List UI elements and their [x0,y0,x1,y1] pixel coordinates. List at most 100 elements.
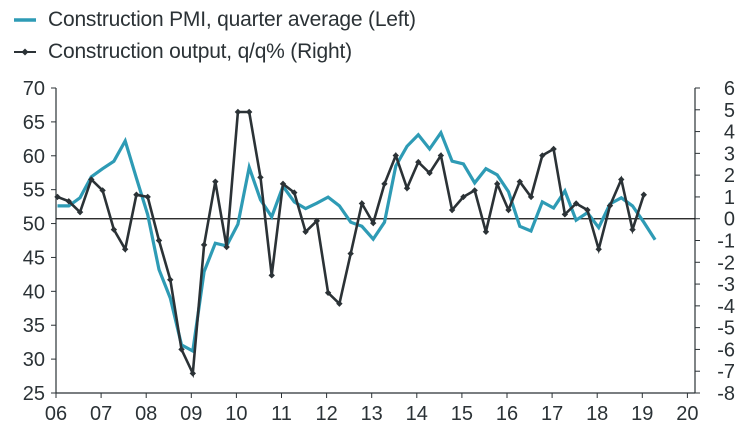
series-pmi [57,129,657,354]
data-point-marker [482,228,490,235]
data-point-marker [347,250,354,257]
legend-line-icon [14,14,36,26]
series-line-output [57,110,646,379]
legend-item-output: Construction output, q/q% (Right) [14,36,416,68]
data-point-marker [88,176,95,183]
data-point-marker [448,206,456,214]
right-axis-tick-label: 4 [724,122,735,144]
data-point-marker [550,145,557,153]
left-axis-tick-label: 30 [23,349,45,371]
legend-item-pmi: Construction PMI, quarter average (Left) [14,4,416,36]
series-line-pmi [57,129,657,354]
x-axis-tick-label: 20 [676,403,698,425]
data-point-marker [494,180,501,188]
x-axis-tick-label: 11 [271,403,292,425]
legend-label-pmi: Construction PMI, quarter average (Left) [48,8,416,31]
left-axis-tick-label: 40 [23,281,45,303]
right-axis-tick-label: -3 [717,274,735,296]
right-axis-tick-label: 1 [724,187,735,209]
data-point-marker [561,211,569,218]
data-point-marker [133,191,140,198]
data-point-marker [437,152,445,159]
right-axis-tick-label: 3 [724,143,735,165]
data-point-marker [324,289,332,296]
series-layer [54,108,657,379]
right-axis-tick-label: -8 [717,383,735,405]
data-point-marker [527,193,535,201]
right-axis-tick-label: -1 [717,231,735,253]
x-axis-tick-label: 15 [451,403,473,425]
data-point-marker [302,228,309,235]
data-point-marker [539,152,546,159]
data-point-marker [460,193,467,201]
right-axis-tick-label: -2 [717,252,735,274]
right-axis-tick-label: 6 [724,78,735,100]
x-axis-tick-label: 06 [45,403,67,425]
x-axis-tick-label: 12 [315,403,337,425]
data-point-marker [516,178,523,185]
data-point-marker [584,206,591,214]
left-axis-tick-label: 50 [23,214,45,236]
x-axis-tick-label: 07 [90,403,112,425]
data-point-marker [336,300,343,307]
data-point-marker [65,198,72,205]
x-axis-tick-label: 19 [631,403,653,425]
data-point-marker [595,246,602,253]
data-point-marker [505,206,512,214]
x-axis-tick-label: 16 [496,403,518,425]
data-point-marker [572,200,580,207]
left-axis-tick-label: 25 [23,383,45,405]
left-axis-tick-label: 35 [23,315,45,337]
data-point-marker [155,237,163,244]
data-point-marker [144,193,151,201]
left-axis-tick-label: 70 [23,78,45,100]
data-point-marker [392,152,399,159]
data-point-marker [606,202,614,209]
data-point-marker [54,193,61,201]
x-axis-tick-label: 09 [180,403,202,425]
left-y-axis: 70 65 60 55 50 45 40 35 30 25 [23,78,57,405]
data-point-marker [640,191,647,198]
right-axis-tick-label: -5 [717,318,735,340]
data-point-marker [618,176,625,183]
data-point-marker [234,108,242,116]
data-point-marker [313,217,321,225]
right-axis-tick-label: -6 [717,339,735,361]
data-point-marker [212,178,219,185]
left-axis-tick-label: 55 [23,180,45,202]
right-axis-tick-label: -4 [717,296,735,318]
x-axis-tick-label: 10 [225,403,247,425]
data-point-marker [415,158,422,166]
data-point-marker [76,208,84,216]
data-point-marker [358,200,366,207]
x-axis: 06 07 08 09 10 11 12 13 14 15 16 17 18 19 20 [45,392,699,425]
right-axis-tick-label: 2 [724,165,735,187]
x-axis-tick-label: 08 [135,403,157,425]
data-point-marker [167,276,174,283]
data-point-marker [99,187,106,194]
data-point-marker [223,243,230,251]
data-point-marker [370,219,377,227]
data-point-marker [110,226,118,233]
data-point-marker [200,241,208,249]
right-axis-tick-label: 0 [724,209,735,231]
data-point-marker [121,246,129,253]
data-point-marker [471,187,478,194]
x-axis-tick-label: 18 [586,403,608,425]
legend-label-output: Construction output, q/q% (Right) [48,40,352,63]
chart-legend: Construction PMI, quarter average (Left)… [14,4,416,68]
data-point-marker [268,272,275,279]
data-point-marker [426,169,433,177]
data-point-marker [257,174,264,181]
x-axis-tick-label: 14 [406,403,428,425]
data-point-marker [381,180,388,188]
series-output [54,108,647,379]
data-point-marker [291,189,298,196]
data-point-marker [403,185,411,192]
legend-line-diamond-icon [14,46,36,58]
right-axis-tick-label: 5 [724,100,735,122]
x-axis-tick-label: 13 [361,403,383,425]
data-point-marker [279,180,287,188]
